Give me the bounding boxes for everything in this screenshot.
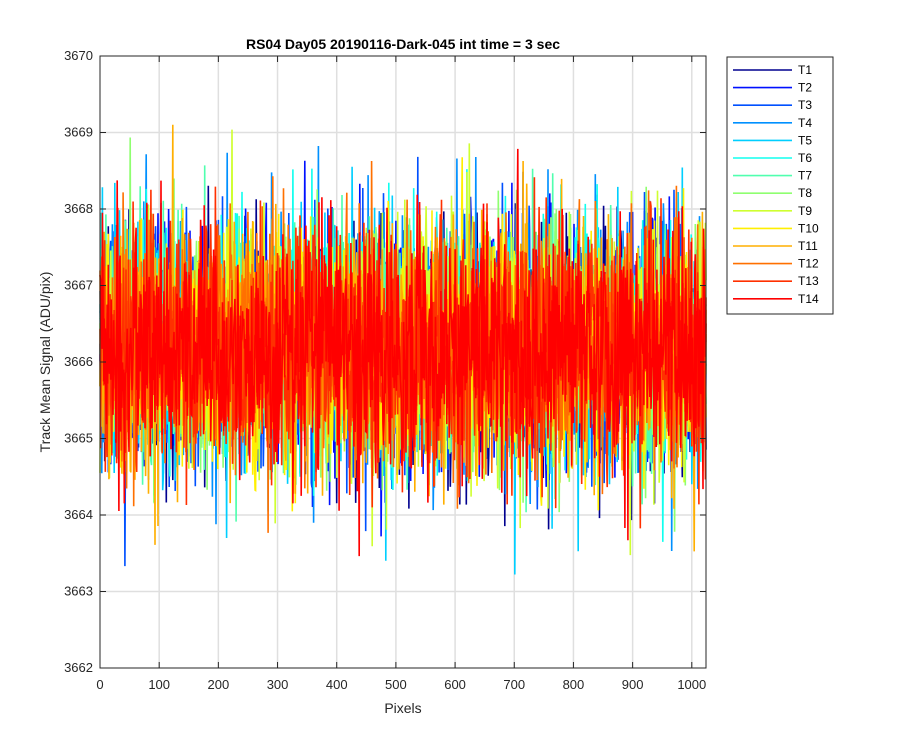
legend-label-t6: T6 <box>798 151 812 165</box>
x-axis-label: Pixels <box>384 700 421 716</box>
legend-label-t14: T14 <box>798 292 819 306</box>
legend-label-t3: T3 <box>798 98 812 112</box>
series-line-t14 <box>99 148 707 557</box>
y-tick-label: 3667 <box>64 278 93 293</box>
y-tick-label: 3668 <box>64 201 93 216</box>
legend-label-t9: T9 <box>798 204 812 218</box>
x-tick-label: 200 <box>208 677 230 692</box>
y-tick-label: 3670 <box>64 48 93 63</box>
y-tick-label: 3663 <box>64 584 93 599</box>
x-tick-label: 300 <box>267 677 289 692</box>
legend-label-t5: T5 <box>798 133 812 147</box>
y-tick-label: 3662 <box>64 660 93 675</box>
x-tick-label: 400 <box>326 677 348 692</box>
legend-label-t10: T10 <box>798 221 819 235</box>
chart-title: RS04 Day05 20190116-Dark-045 int time = … <box>246 36 560 52</box>
x-tick-label: 600 <box>444 677 466 692</box>
legend: T1 T2 T3 T4 T5 T6 T7 T8 T9 T10 T11 T12 T13 T14 <box>726 56 834 315</box>
legend-label-t2: T2 <box>798 81 812 95</box>
legend-label-t7: T7 <box>798 169 812 183</box>
y-axis-label: Track Mean Signal (ADU/pix) <box>37 272 53 453</box>
x-tick-label: 500 <box>385 677 407 692</box>
x-tick-label: 0 <box>96 677 103 692</box>
series-lines <box>99 124 707 575</box>
legend-label-t1: T1 <box>798 63 812 77</box>
x-tick-label: 100 <box>148 677 170 692</box>
x-tick-label: 1000 <box>677 677 706 692</box>
x-axis: 0 100 200 300 400 500 600 700 800 900 1000 <box>96 56 706 692</box>
legend-label-t4: T4 <box>798 116 812 130</box>
y-axis: 3662 3663 3664 3665 3666 3667 3668 3669 3670 <box>64 48 706 675</box>
y-tick-label: 3664 <box>64 507 93 522</box>
legend-box <box>726 56 834 315</box>
x-tick-label: 900 <box>622 677 644 692</box>
y-tick-label: 3666 <box>64 354 93 369</box>
y-tick-label: 3669 <box>64 125 93 140</box>
x-tick-label: 800 <box>563 677 585 692</box>
legend-label-t8: T8 <box>798 186 812 200</box>
legend-label-t11: T11 <box>798 239 818 253</box>
plot-area <box>99 55 707 669</box>
y-tick-label: 3665 <box>64 431 93 446</box>
x-tick-label: 700 <box>503 677 525 692</box>
legend-label-t13: T13 <box>798 274 819 288</box>
legend-label-t12: T12 <box>798 257 819 271</box>
